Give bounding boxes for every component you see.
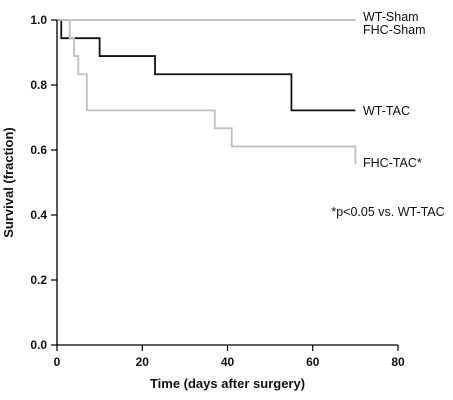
y-axis-title: Survival (fraction) [1,127,16,238]
series-line-wt-tac [57,19,356,112]
x-tick-label: 80 [391,355,405,369]
x-tick-label: 20 [136,355,150,369]
series-label-wt-sham: WT-Sham [363,10,419,24]
x-tick-label: 0 [54,355,61,369]
axes [56,20,398,346]
survival-curves [57,19,357,165]
ticks: 0 20 40 60 80 0.0 0.2 0.4 0.6 0.8 1.0 [30,13,405,369]
y-tick-label: 0.6 [30,143,47,157]
y-tick-label: 1.0 [30,13,47,27]
y-tick-label: 0.0 [30,338,47,352]
y-tick-label: 0.4 [30,208,47,222]
x-tick-label: 40 [221,355,235,369]
series-label-wt-tac: WT-TAC [363,104,410,118]
y-tick-label: 0.2 [30,273,47,287]
series-label-fhc-sham: FHC-Sham [363,23,426,37]
series-label-fhc-tac: FHC-TAC* [363,156,422,170]
series-line-fhc-tac [57,19,357,165]
y-tick-label: 0.8 [30,78,47,92]
x-tick-label: 60 [306,355,320,369]
significance-annotation: *p<0.05 vs. WT-TAC [331,205,444,219]
x-axis-title: Time (days after surgery) [150,376,305,391]
